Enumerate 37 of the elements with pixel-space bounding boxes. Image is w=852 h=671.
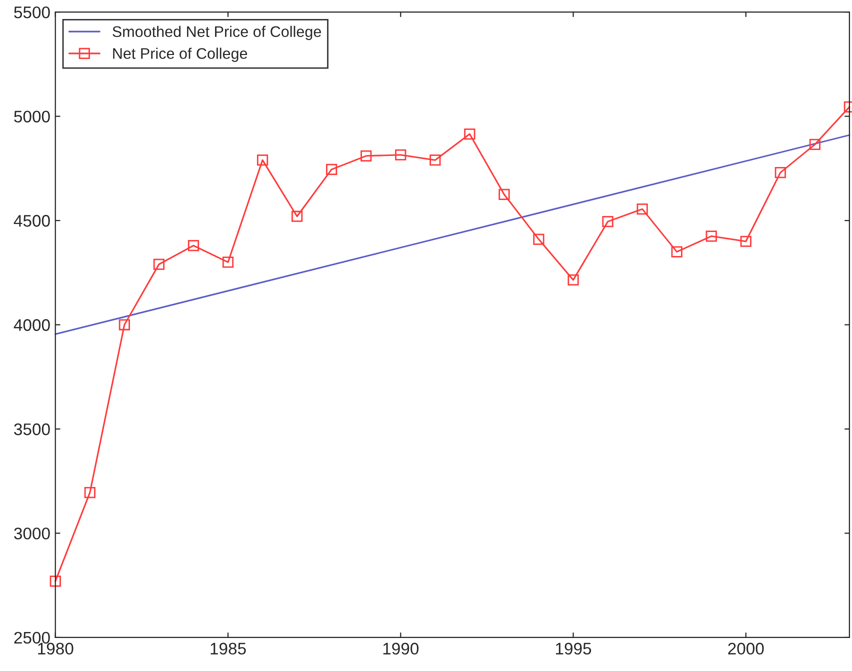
x-tick-label: 1985	[210, 642, 246, 655]
x-tick-label: 1990	[383, 642, 419, 655]
point	[809, 138, 820, 150]
legend-label: Net Price of College	[113, 48, 248, 62]
point	[568, 274, 579, 286]
point	[671, 246, 682, 258]
y-tick-label: 3000	[14, 528, 50, 540]
x-tick-label: 1995	[556, 642, 592, 655]
point	[740, 236, 752, 247]
y-tick-label: 2500	[14, 632, 50, 644]
point	[326, 164, 338, 176]
point	[118, 319, 130, 330]
point	[774, 167, 786, 178]
point	[636, 204, 648, 215]
x-tick-label: 2000	[728, 642, 764, 655]
point	[464, 128, 476, 140]
y-tick-label: 4500	[14, 214, 50, 227]
point	[430, 154, 441, 166]
point	[706, 230, 717, 242]
point	[84, 487, 96, 498]
legend-label: Smoothed Net Price of College	[112, 26, 321, 40]
point	[256, 154, 268, 166]
point	[222, 256, 234, 268]
point	[153, 258, 165, 270]
y-tick-label: 5500	[14, 6, 50, 18]
y-tick-label: 3500	[14, 423, 50, 436]
point	[498, 188, 510, 200]
point	[188, 240, 200, 252]
point	[360, 150, 372, 162]
y-tick-label: 4000	[14, 319, 50, 331]
point	[50, 576, 61, 587]
point	[395, 149, 406, 160]
point	[602, 216, 614, 228]
y-tick-label: 5000	[14, 110, 50, 123]
x-tick-label: 1980	[38, 642, 74, 655]
point	[533, 234, 544, 245]
point	[291, 210, 303, 222]
